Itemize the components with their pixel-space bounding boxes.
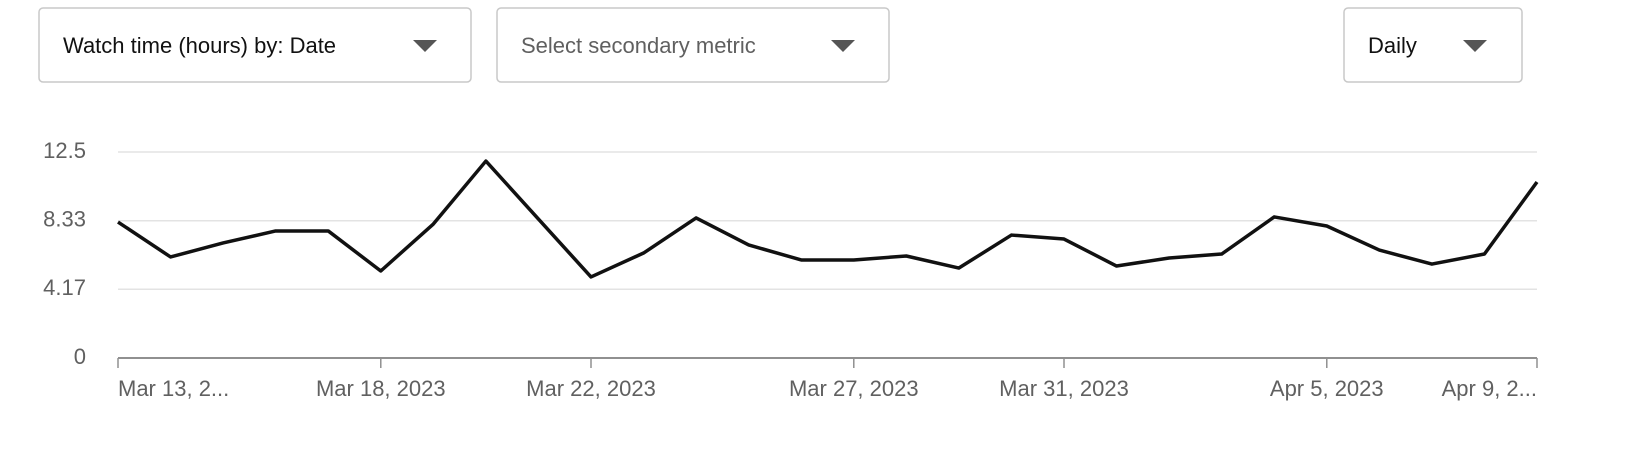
dropdown-label[interactable]: Daily xyxy=(1368,33,1417,58)
chart: 0 4.17 8.33 12.5 Mar 13, 2... Mar 18, 2023 Mar… xyxy=(43,138,1539,401)
x-tick-label: Apr 5, 2023 xyxy=(1270,376,1384,401)
metric-dropdown[interactable]: Watch time (hours) by: Date xyxy=(38,7,472,83)
period-dropdown[interactable]: Daily xyxy=(1343,7,1523,83)
line xyxy=(117,159,1539,279)
dropdown-label[interactable]: Select secondary metric xyxy=(521,33,756,58)
y-tick-label: 4.17 xyxy=(43,275,86,300)
dropdown-box[interactable] xyxy=(1343,7,1523,83)
dropdown-arrow[interactable] xyxy=(1463,40,1487,52)
x-tick-label: Mar 31, 2023 xyxy=(999,376,1129,401)
x-tick-label: Apr 9, 2... xyxy=(1442,376,1537,401)
y-tick-label: 0 xyxy=(74,344,86,369)
x-tick-label: Mar 27, 2023 xyxy=(789,376,919,401)
dropdown-box[interactable] xyxy=(496,7,890,83)
x-tick-label: Mar 13, 2... xyxy=(118,376,229,401)
dropdown-arrow[interactable] xyxy=(413,40,437,52)
y-tick-label: 12.5 xyxy=(43,138,86,163)
secondary-dropdown[interactable]: Select secondary metric xyxy=(496,7,890,83)
x-tick-label: Mar 18, 2023 xyxy=(316,376,446,401)
x-tick-label: Mar 22, 2023 xyxy=(526,376,656,401)
dropdown-arrow[interactable] xyxy=(831,40,855,52)
dropdown-label[interactable]: Watch time (hours) by: Date xyxy=(63,33,336,58)
y-tick-label: 8.33 xyxy=(43,207,86,232)
dropdown-box[interactable] xyxy=(38,7,472,83)
